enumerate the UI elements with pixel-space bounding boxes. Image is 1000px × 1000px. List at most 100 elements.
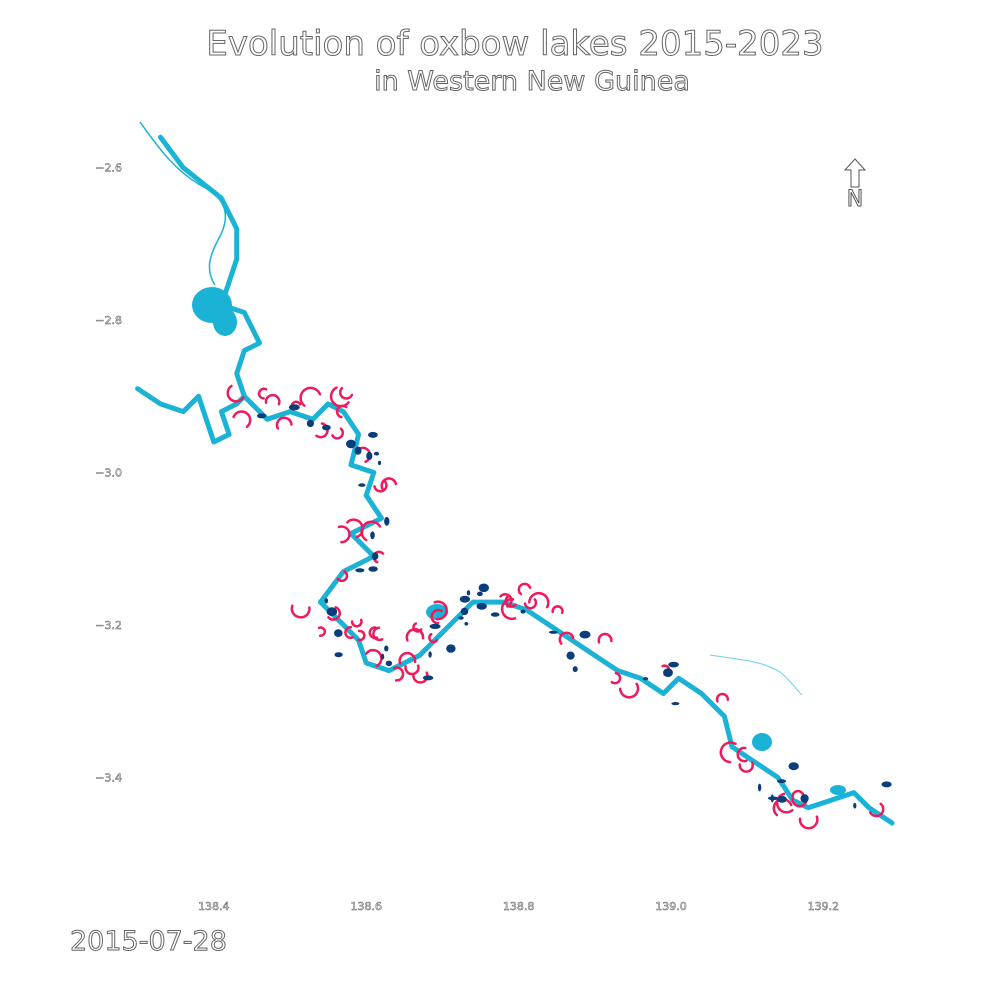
lost-water-body [322,424,331,431]
new-oxbow-lake [430,608,443,625]
lost-water-body [464,622,469,626]
new-oxbow-lake [226,384,245,403]
lost-water-body [385,660,393,667]
new-oxbow-lake [344,625,354,640]
lost-water-body [458,616,464,620]
new-oxbow-lake [372,626,384,642]
new-oxbow-lake [523,598,538,610]
new-oxbow-lake [317,626,326,637]
north-arrow-letter: N [846,187,864,212]
new-oxbow-lake [315,422,329,439]
lost-water-body [306,419,314,428]
new-oxbow-lake [738,761,754,773]
lost-water-body [288,404,300,411]
lost-water-body [429,623,441,630]
new-oxbow-lake [275,416,293,430]
water-layers [135,121,895,830]
river-side-channel [709,654,803,696]
new-oxbow-lake [329,386,350,408]
lost-water-body [370,531,375,540]
lost-water-body [334,652,343,658]
new-oxbow-lake [299,386,322,407]
new-oxbow-lake [404,664,420,676]
new-oxbow-lake [398,651,417,665]
lost-water-body [381,653,385,660]
map-title: Evolution of oxbow lakes 2015-2023 [206,24,824,65]
new-water-features [226,384,885,830]
lake-far-lower [830,785,846,795]
new-oxbow-lake [597,632,613,644]
lost-water-body [476,602,487,610]
new-oxbow-lake [715,692,730,703]
new-oxbow-lake [798,815,819,830]
new-oxbow-lake [772,798,793,817]
lost-water-body [777,795,787,803]
lost-water-body [853,802,857,809]
lost-water-body [326,607,338,617]
lost-water-body [757,783,762,792]
lost-water-body [668,661,679,668]
lost-water-body [373,451,380,456]
lost-water-body [478,583,489,593]
lost-water-body [384,645,389,652]
new-oxbow-lake [719,741,737,764]
new-oxbow-lake [331,427,344,440]
lost-water-body [881,781,892,788]
axis-ticks: 138.4 138.6 138.8 139.0 139.2 −2.6 −2.8 −3.0 −3.… [95,161,839,913]
new-oxbow-lake [336,570,349,583]
new-oxbow-lake [775,792,794,814]
lost-water-body [663,668,673,677]
lost-water-body [368,566,378,572]
new-oxbow-lake [558,631,575,645]
lost-water-body [477,591,483,597]
new-oxbow-lake [335,404,348,419]
lost-water-body [460,607,469,616]
new-oxbow-lake [368,626,379,640]
new-oxbow-lake [551,605,564,615]
x-tick-label: 138.6 [350,900,382,913]
new-oxbow-lake [618,682,640,699]
new-oxbow-lake [868,802,885,818]
x-tick-label: 138.4 [198,900,230,913]
new-oxbow-lake [528,591,550,609]
lost-water-body [788,762,799,771]
new-oxbow-lake [517,582,532,596]
frame-date: 2015-07-28 [70,926,228,958]
lake-upper-2 [213,308,237,336]
new-oxbow-lake [350,618,363,628]
river-main-channel [135,134,895,826]
lost-water-body [520,609,526,614]
new-oxbow-lake [736,746,748,763]
lost-water-body [579,630,591,639]
new-oxbow-lake [360,520,382,542]
lost-water-body [642,677,649,681]
lost-water-body [366,451,373,461]
new-oxbow-lake [346,518,364,539]
lost-water-body [777,779,787,784]
new-oxbow-lake [504,594,517,608]
new-oxbow-lake [327,606,341,621]
new-oxbow-lake [380,477,398,492]
new-oxbow-lake [339,386,354,400]
lost-water-body [384,516,390,526]
lost-water-body [800,794,809,803]
x-tick-label: 138.8 [503,900,535,913]
lost-water-body [566,651,575,660]
new-oxbow-lake [412,622,423,633]
new-oxbow-lake [392,666,405,682]
new-oxbow-lake [357,629,366,642]
new-oxbow-lake [257,387,268,400]
new-oxbow-lake [433,600,448,621]
y-tick-label: −2.6 [95,162,122,175]
lost-water-body [671,702,680,706]
lost-water-body [371,552,379,560]
lost-water-body [358,483,366,487]
lost-water-body [459,595,471,603]
new-oxbow-lake [337,525,351,544]
new-oxbow-lake [232,410,252,429]
new-oxbow-lake [264,393,281,406]
new-oxbow-lake [290,604,311,619]
lost-water-body [446,644,456,653]
y-tick-label: −3.0 [95,467,122,480]
